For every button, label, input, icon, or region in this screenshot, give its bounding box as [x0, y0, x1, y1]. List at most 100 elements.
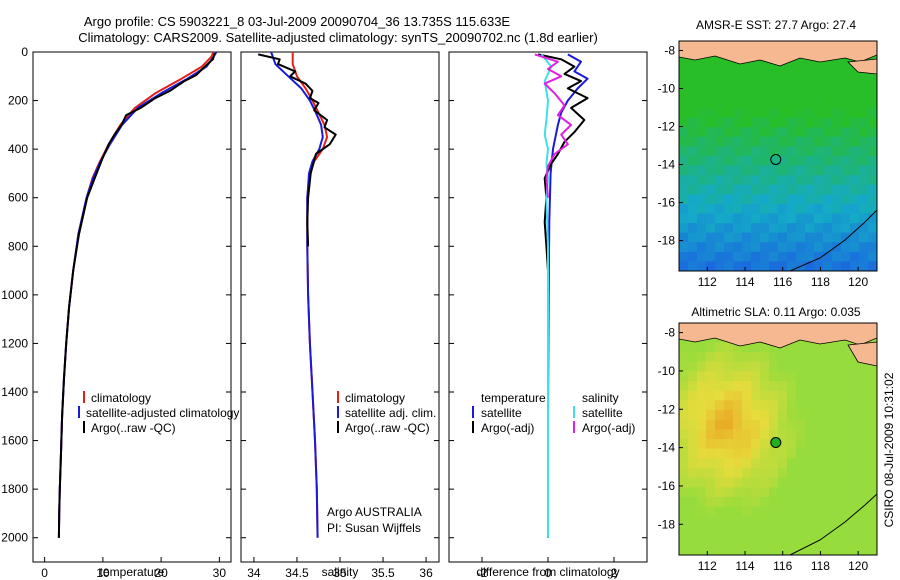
map-cell [868, 136, 877, 148]
map-cell [742, 79, 752, 90]
map-cell [769, 108, 779, 119]
map-cell [751, 223, 761, 234]
map-cell [769, 458, 779, 469]
map-cell [778, 79, 788, 90]
map-cell [796, 448, 806, 459]
map-cell [814, 477, 824, 488]
map-cell [733, 165, 743, 176]
map-cell [688, 448, 698, 459]
map-cell [679, 439, 689, 450]
map-cell [823, 175, 833, 186]
map-cell [769, 232, 779, 243]
series-line-argo [57, 52, 216, 538]
map-cell [733, 88, 743, 100]
map-cell [760, 506, 770, 517]
map-cell [769, 497, 779, 508]
temperature-panel: 0 10 20 30 0 200 400 600 800 1000 1200 1400 1600 1800… [1, 45, 239, 580]
map-cell [751, 371, 761, 382]
map-ytick-label: -12 [658, 120, 676, 134]
map-cell [697, 60, 707, 71]
ytick-label: 800 [8, 239, 28, 253]
map-cell [742, 526, 752, 537]
map-cell [841, 448, 851, 459]
map-cell [823, 60, 833, 71]
map-cell [679, 497, 689, 508]
map-cell [814, 487, 824, 498]
map-cell [841, 60, 851, 71]
map-ytick-label: -16 [658, 479, 676, 493]
map-cell [805, 203, 815, 215]
map-cell [832, 213, 842, 224]
map-cell [832, 232, 842, 243]
map-cell [832, 506, 842, 517]
map-cell [868, 410, 877, 421]
map-cell [778, 468, 788, 479]
map-xtick-label: 112 [698, 275, 717, 289]
map-cell [832, 146, 842, 157]
map-cell [715, 535, 725, 546]
map-cell [724, 146, 734, 157]
map-cell [868, 361, 877, 372]
map-cell [778, 400, 788, 411]
map-cell [697, 175, 707, 186]
map-cell [760, 69, 770, 80]
map-cell [850, 108, 860, 119]
map-cell [778, 136, 788, 148]
map-cell [850, 535, 860, 546]
map-cell [769, 136, 779, 148]
sst-bathymetry-line [789, 209, 877, 271]
map-cell [859, 146, 869, 157]
map-cell [706, 232, 716, 243]
map-cell [733, 156, 743, 167]
map-cell [760, 526, 770, 537]
map-cell [805, 175, 815, 186]
map-cell [805, 108, 815, 119]
map-ytick-label: -18 [658, 517, 676, 531]
map-cell [850, 194, 860, 205]
map-cell [688, 156, 698, 167]
map-cell [751, 184, 761, 195]
map-cell [688, 526, 698, 537]
map-cell [832, 429, 842, 440]
map-cell [796, 371, 806, 382]
map-cell [805, 468, 815, 479]
map-cell [868, 127, 877, 138]
map-cell [697, 98, 707, 109]
map-cell [859, 448, 869, 459]
map-cell [733, 361, 743, 372]
map-cell [859, 477, 869, 488]
map-cell [841, 352, 851, 363]
map-cell [751, 458, 761, 469]
map-cell [850, 497, 860, 508]
map-cell [787, 545, 797, 555]
map-cell [778, 232, 788, 243]
map-cell [868, 458, 877, 469]
map-cell [796, 458, 806, 469]
map-cell [841, 117, 851, 128]
map-cell [706, 203, 716, 215]
series-line-salinity-argo-adj- [534, 53, 573, 198]
map-cell [679, 146, 689, 157]
map-cell [769, 165, 779, 176]
map-cell [733, 251, 743, 263]
map-cell [868, 88, 877, 100]
map-cell [760, 79, 770, 90]
map-cell [859, 203, 869, 215]
map-cell [868, 381, 877, 392]
map-cell [787, 194, 797, 205]
map-cell [706, 516, 716, 527]
map-cell [814, 361, 824, 372]
map-cell [697, 88, 707, 100]
map-cell [778, 497, 788, 508]
map-cell [859, 213, 869, 224]
map-cell [805, 419, 815, 430]
map-cell [742, 506, 752, 517]
map-cell [787, 79, 797, 90]
map-cell [706, 165, 716, 176]
map-cell [823, 136, 833, 148]
map-cell [688, 213, 698, 224]
map-cell [841, 342, 851, 353]
map-cell [859, 165, 869, 176]
map-cell [733, 390, 743, 401]
